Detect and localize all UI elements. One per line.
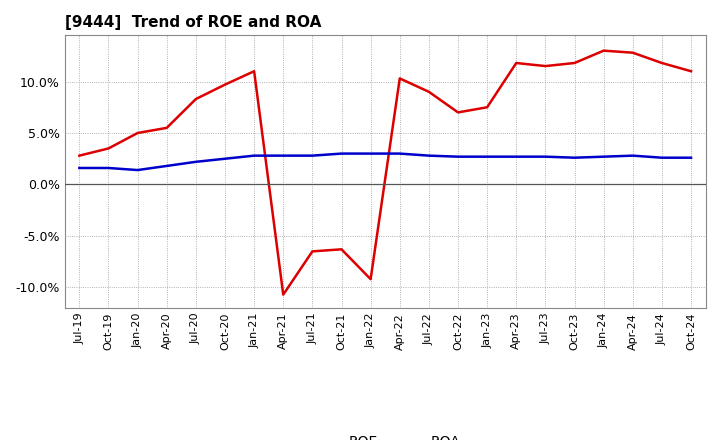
Line: ROA: ROA xyxy=(79,154,691,170)
ROA xyxy=(599,154,608,159)
ROA xyxy=(192,159,200,165)
ROE xyxy=(75,153,84,158)
ROE xyxy=(192,96,200,102)
ROE xyxy=(454,110,462,115)
ROE xyxy=(104,146,113,151)
ROE xyxy=(599,48,608,53)
ROE xyxy=(657,60,666,66)
ROA xyxy=(133,167,142,172)
ROE xyxy=(250,69,258,74)
ROA xyxy=(454,154,462,159)
ROA xyxy=(425,153,433,158)
ROE xyxy=(279,292,287,297)
ROE xyxy=(395,76,404,81)
ROA xyxy=(687,155,696,160)
ROA xyxy=(250,153,258,158)
ROE xyxy=(133,130,142,136)
Line: ROE: ROE xyxy=(79,51,691,295)
Legend: ROE, ROA: ROE, ROA xyxy=(305,429,466,440)
ROA xyxy=(163,163,171,169)
ROE xyxy=(337,247,346,252)
ROA xyxy=(570,155,579,160)
ROA xyxy=(337,151,346,156)
ROA xyxy=(541,154,550,159)
ROE xyxy=(163,125,171,131)
ROE xyxy=(220,82,229,87)
ROA xyxy=(220,156,229,161)
ROA xyxy=(279,153,287,158)
ROE xyxy=(629,50,637,55)
ROA xyxy=(366,151,375,156)
ROA xyxy=(395,151,404,156)
ROA xyxy=(75,165,84,171)
ROA xyxy=(512,154,521,159)
ROE xyxy=(687,69,696,74)
ROA xyxy=(483,154,492,159)
ROE xyxy=(308,249,317,254)
ROE xyxy=(512,60,521,66)
ROA xyxy=(104,165,113,171)
Text: [9444]  Trend of ROE and ROA: [9444] Trend of ROE and ROA xyxy=(65,15,321,30)
ROE xyxy=(425,89,433,95)
ROE xyxy=(541,63,550,69)
ROE xyxy=(483,105,492,110)
ROA xyxy=(657,155,666,160)
ROA xyxy=(308,153,317,158)
ROE xyxy=(570,60,579,66)
ROE xyxy=(366,276,375,282)
ROA xyxy=(629,153,637,158)
